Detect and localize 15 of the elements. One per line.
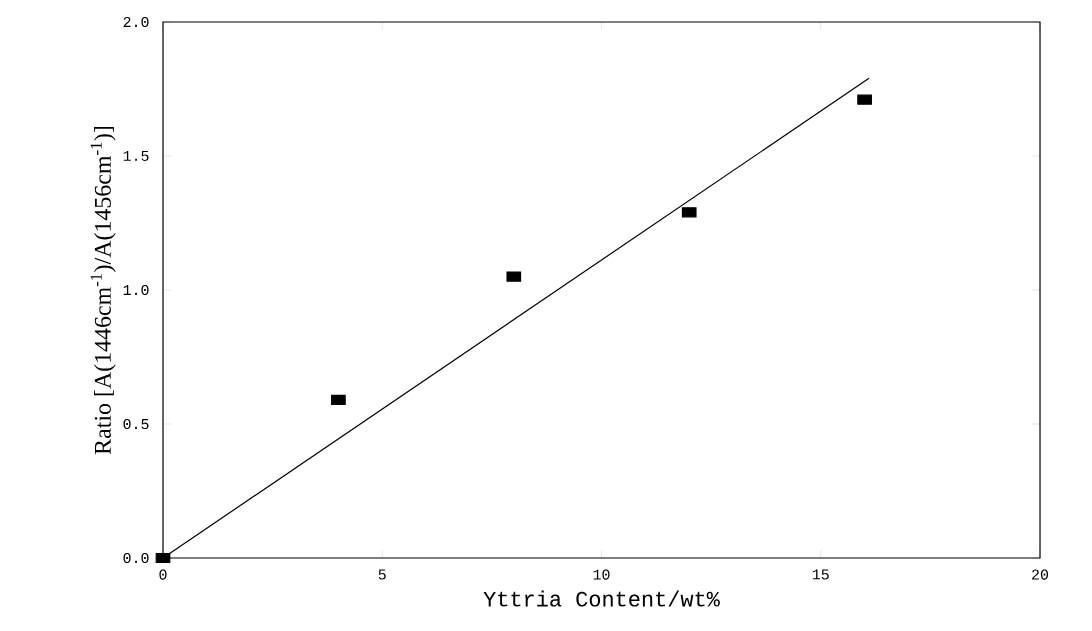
- x-axis-title: Yttria Content/wt%: [483, 590, 720, 607]
- y-tick-label: 1.5: [123, 151, 149, 161]
- x-tick-label: 15: [812, 569, 829, 580]
- y-tick-label: 0.5: [123, 418, 149, 430]
- point: [857, 94, 872, 105]
- y-tick-label: 2.0: [123, 16, 149, 28]
- y-tick-label: 0.0: [123, 552, 149, 564]
- point: [155, 552, 171, 564]
- y-axis-title: Ratio [A(1446cm$^{-1}$)/A(1456cm$^{-1}$)]: [90, 126, 116, 455]
- x-tick-label: 10: [593, 569, 610, 580]
- point: [331, 394, 346, 405]
- x-tick-label: 20: [1032, 569, 1049, 580]
- y-tick-label: 1.0: [123, 284, 149, 296]
- x-tick-label: 5: [378, 569, 386, 580]
- x-tick-label: 0: [159, 569, 167, 580]
